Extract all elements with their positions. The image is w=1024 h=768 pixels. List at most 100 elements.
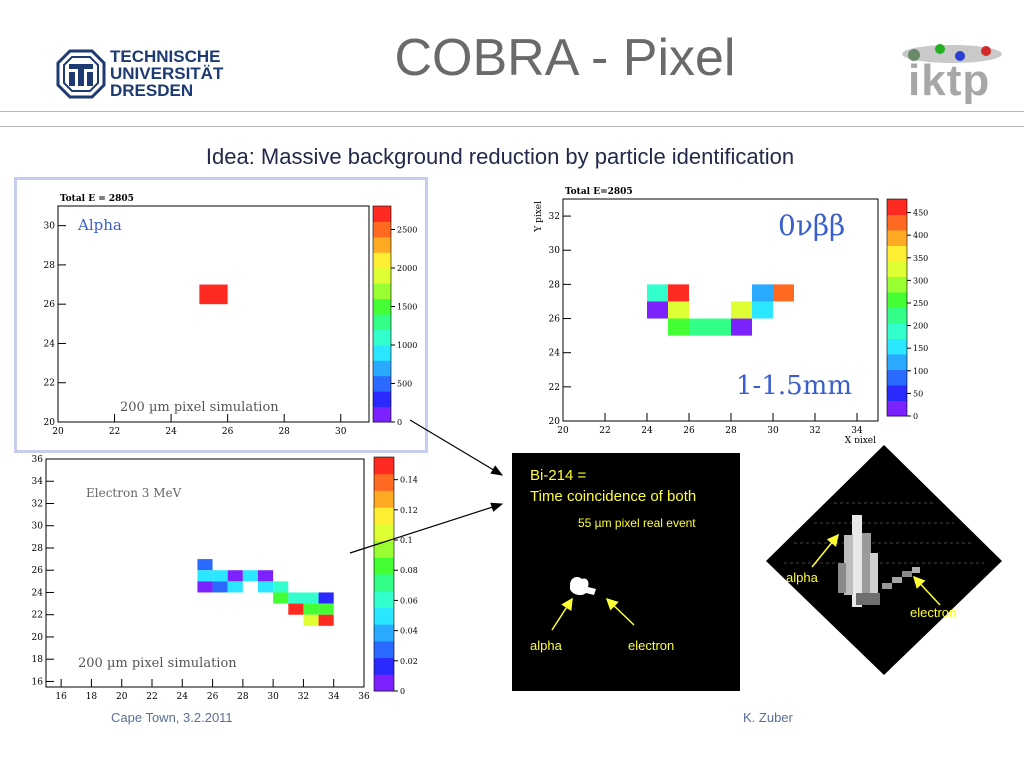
header-divider bbox=[0, 111, 1024, 112]
y-tick-label: 16 bbox=[32, 677, 44, 687]
y-tick-label: 20 bbox=[549, 417, 561, 427]
colorbar-swatch bbox=[373, 221, 391, 238]
lego-electron-pointer bbox=[912, 575, 941, 606]
colorbar-tick-label: 0.02 bbox=[400, 657, 418, 666]
colorbar-swatch bbox=[887, 369, 907, 386]
y-tick-label: 32 bbox=[32, 499, 43, 509]
heatmap-cell bbox=[258, 570, 274, 582]
heatmap-cell bbox=[303, 603, 319, 615]
footer-location-date: Cape Town, 3.2.2011 bbox=[111, 710, 233, 725]
iktp-orbit-icon bbox=[902, 44, 1002, 63]
y-tick-label: 26 bbox=[44, 300, 56, 310]
x-tick-label: 28 bbox=[725, 426, 737, 436]
heatmap-cell bbox=[288, 592, 304, 604]
y-tick-label: 20 bbox=[32, 633, 44, 643]
colorbar-tick-label: 450 bbox=[913, 209, 928, 218]
colorbar-swatch bbox=[373, 283, 391, 300]
colorbar-tick-label: 100 bbox=[913, 367, 928, 376]
colorbar-swatch bbox=[374, 523, 394, 542]
x-tick-label: 28 bbox=[237, 692, 249, 702]
heatmap-cell bbox=[273, 581, 289, 593]
chart-caption: 200 µm pixel simulation bbox=[120, 400, 279, 415]
double-beta-heatmap-chart: 20 22 24 26 28 30 32 34 20 22 24 26 28 30 32 0 50 100 150 2… bbox=[534, 187, 928, 443]
colorbar-swatch bbox=[887, 338, 907, 355]
x-tick-label: 34 bbox=[328, 692, 340, 702]
lego-electron-label: electron bbox=[910, 605, 957, 620]
electron-heatmap-chart: 16 18 20 22 24 26 28 30 32 34 36 16 18 20 22 24 26 28 30 32… bbox=[32, 455, 418, 702]
x-tick-label: 22 bbox=[146, 692, 157, 702]
colorbar-swatch bbox=[374, 490, 394, 508]
heatmap-cell bbox=[258, 581, 274, 593]
colorbar-swatch bbox=[373, 267, 391, 284]
y-tick-label: 26 bbox=[32, 566, 44, 576]
event-line-1: Bi-214 = bbox=[530, 467, 587, 484]
heatmap-cell bbox=[227, 581, 243, 593]
lego-alpha-pointer bbox=[811, 533, 839, 568]
y-tick-label: 24 bbox=[32, 588, 44, 598]
heatmap-cell bbox=[318, 614, 334, 626]
y-tick-label: 24 bbox=[44, 339, 56, 349]
colorbar-tick-label: 50 bbox=[913, 389, 923, 398]
y-tick-label: 20 bbox=[44, 418, 56, 428]
y-tick-label: 30 bbox=[32, 522, 44, 532]
colorbar-swatch bbox=[887, 307, 907, 324]
arrow-electron-to-event bbox=[349, 502, 504, 554]
alpha-pointer bbox=[551, 597, 573, 631]
colorbar-tick-label: 0 bbox=[400, 687, 405, 696]
heatmap-cell bbox=[731, 318, 752, 336]
heatmap-cell bbox=[318, 592, 334, 604]
tud-logo-line-1: TECHNISCHE bbox=[110, 47, 221, 66]
colorbar-swatch bbox=[887, 400, 907, 417]
y-tick-label: 22 bbox=[44, 379, 55, 389]
colorbar-swatch bbox=[374, 457, 394, 475]
colorbar-swatch bbox=[374, 574, 394, 592]
colorbar-swatch bbox=[374, 607, 394, 625]
y-tick-label: 28 bbox=[44, 261, 56, 271]
heatmap-cell bbox=[199, 284, 228, 305]
event-line-2: Time coincidence of both bbox=[530, 488, 697, 505]
x-tick-label: 24 bbox=[165, 427, 177, 437]
tud-logo-text: TECHNISCHE UNIVERSITÄT DRESDEN bbox=[110, 48, 223, 99]
colorbar-swatch bbox=[373, 236, 391, 253]
colorbar-swatch bbox=[374, 540, 394, 558]
electron-track bbox=[882, 567, 920, 589]
heatmap-cell bbox=[197, 581, 213, 593]
colorbar-frame bbox=[372, 205, 392, 423]
colorbar-tick-label: 500 bbox=[397, 379, 412, 388]
chart-caption: 1-1.5mm bbox=[736, 371, 852, 401]
event-electron-label: electron bbox=[628, 638, 675, 653]
heatmap-cell bbox=[197, 570, 213, 582]
colorbar-swatch bbox=[373, 344, 391, 361]
chart-annotation: 0νββ bbox=[778, 209, 845, 242]
heatmap-cell bbox=[647, 301, 668, 319]
tud-logo-line-2: UNIVERSITÄT bbox=[110, 64, 224, 83]
heatmap-cell bbox=[668, 284, 689, 302]
event-blob-graphic bbox=[551, 577, 635, 631]
x-tick-label: 20 bbox=[557, 426, 569, 436]
heatmap-cell bbox=[647, 284, 668, 302]
y-tick-label: 24 bbox=[549, 349, 561, 359]
colorbar-tick-label: 400 bbox=[913, 231, 928, 240]
colorbar-swatch bbox=[887, 230, 907, 246]
x-tick-label: 28 bbox=[278, 427, 290, 437]
electron-pointer bbox=[605, 597, 635, 626]
x-tick-label: 18 bbox=[86, 692, 98, 702]
chart-annotation: Alpha bbox=[77, 216, 122, 234]
x-tick-label: 34 bbox=[851, 426, 863, 436]
colorbar-swatch bbox=[374, 624, 394, 642]
colorbar-swatch bbox=[373, 329, 391, 346]
heatmap-cell bbox=[212, 570, 228, 582]
colorbar-swatch bbox=[374, 473, 394, 491]
y-tick-label: 30 bbox=[44, 222, 56, 232]
colorbar-tick-label: 0.12 bbox=[400, 506, 418, 515]
event-caption: 55 µm pixel real event bbox=[578, 516, 696, 530]
colorbar-tick-label: 0.06 bbox=[400, 596, 418, 605]
real-event-panel: Bi-214 = Time coincidence of both 55 µm … bbox=[512, 453, 740, 691]
x-tick-label: 32 bbox=[298, 692, 309, 702]
colorbar-tick-label: 0.14 bbox=[400, 476, 418, 485]
y-tick-label: 26 bbox=[549, 315, 561, 325]
heatmap-cell bbox=[273, 592, 289, 604]
x-tick-label: 24 bbox=[177, 692, 189, 702]
tud-logo-line-3: DRESDEN bbox=[110, 81, 194, 100]
x-tick-label: 30 bbox=[335, 427, 347, 437]
